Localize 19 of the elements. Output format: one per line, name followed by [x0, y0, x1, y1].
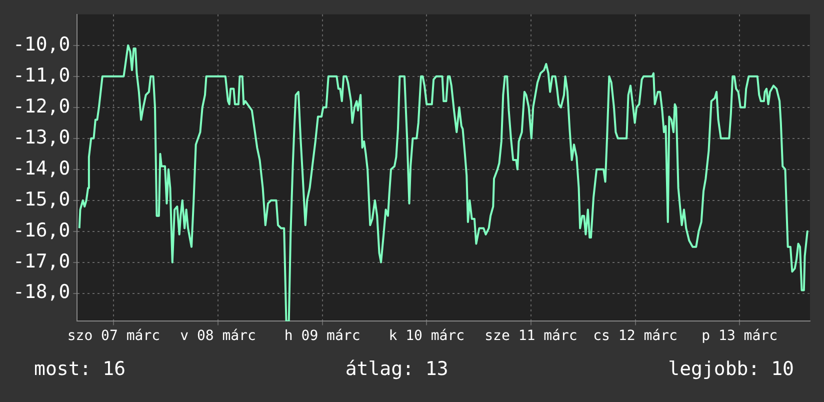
y-tick-label: -12,0 — [12, 95, 70, 118]
x-tick-label: szo 07 márc — [67, 328, 160, 344]
x-tick-label: k 10 márc — [388, 328, 465, 344]
x-tick-label: sze 11 márc — [484, 328, 578, 344]
y-tick-label: -17,0 — [12, 250, 70, 272]
x-tick-label: h 09 márc — [284, 328, 360, 344]
x-tick-label: cs 12 márc — [593, 328, 678, 344]
text: legjobb: 10 — [668, 358, 794, 380]
text: most: 16 — [34, 358, 126, 380]
y-tick-label: -15,0 — [12, 188, 70, 210]
y-tick-label: -16,0 — [12, 219, 70, 242]
y-tick-label: -11,0 — [12, 64, 70, 86]
y-tick-label: -18,0 — [12, 281, 70, 304]
y-tick-label: -14,0 — [12, 157, 70, 180]
x-tick-label: p 13 márc — [702, 328, 778, 344]
text: átlag: 13 — [345, 358, 448, 380]
x-tick-label: v 08 márc — [180, 328, 256, 344]
y-tick-label: -13,0 — [12, 126, 70, 148]
y-tick-label: -10,0 — [12, 33, 70, 56]
